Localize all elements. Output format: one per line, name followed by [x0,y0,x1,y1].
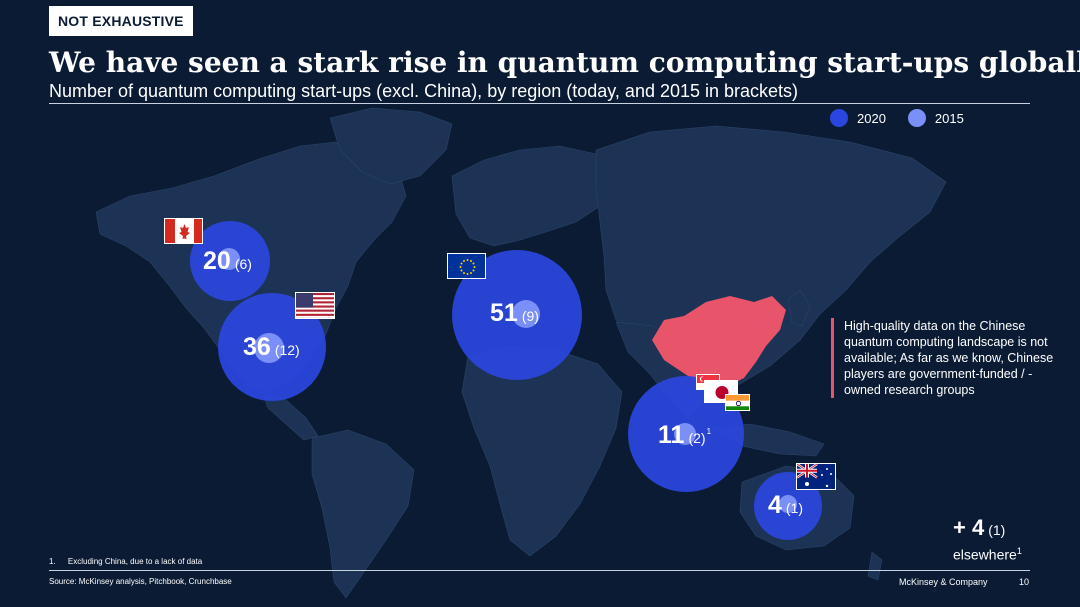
australia-value-2015: (1) [785,500,804,516]
china-highlight [652,296,786,388]
legend-dot-2015 [907,109,926,127]
eu-flag-icon [447,253,486,279]
legend-item-2015: 2015 [907,109,964,127]
legend-label-2015: 2015 [934,110,964,126]
japan-landmass [787,289,811,327]
asia-value-2020: 11 [658,421,685,449]
australia-value-2020: 4 [768,491,782,519]
footnote-text: Excluding China, due to a lack of data [67,557,203,566]
south-america-landmass [311,429,415,599]
not-exhaustive-badge: NOT EXHAUSTIVE [49,6,193,36]
greenland-landmass [329,107,453,185]
elsewhere-value-2015: (1) [988,522,1006,538]
canada-value-2015: (6) [234,256,252,272]
page-title: We have seen a stark rise in quantum com… [49,46,1080,79]
central-america-landmass [261,391,319,441]
page-number: 10 [1019,577,1030,587]
asia-bubble-2015 [674,423,696,445]
india-flag-icon [725,394,750,411]
china-callout-text: High-quality data on the Chinese quantum… [844,319,1054,397]
usa-value-2020: 36 [243,333,271,361]
legend-dot-2020 [830,109,848,127]
legend: 2020 2015 [830,109,986,127]
canada-bubble-2015 [218,248,240,270]
africa-landmass [461,345,623,557]
australia-bubble-2015 [779,495,797,513]
australia-flag-icon [796,463,836,490]
footnote: 1. Excluding China, due to a lack of dat… [49,557,202,566]
title-divider [49,103,1030,104]
china-callout-bar [831,318,834,398]
elsewhere-footnote-mark: 1 [1016,546,1022,556]
canada-value-label: 20 (6) [203,247,252,276]
europe-value-2020: 51 [490,299,518,327]
company-name: McKinsey & Company [899,577,988,587]
asia-footnote-mark: 1 [706,427,712,436]
footnote-number: 1. [49,557,56,566]
elsewhere-value-label: + 4 (1) [953,515,1005,541]
canada-value-2020: 20 [203,247,231,275]
europe-bubble-2015 [512,300,540,328]
europe-value-label: 51 (9) [490,299,539,328]
elsewhere-label-text: elsewhere [953,546,1017,563]
asia-value-label: 11 (2) 1 [658,421,711,450]
footer-divider [49,570,1030,571]
europe-value-2015: (9) [521,308,539,324]
new-zealand-landmass [867,551,883,581]
europe-landmass [451,145,613,247]
usa-value-2015: (12) [274,342,300,358]
asia-value-2015: (2) [688,430,706,446]
source-text: Source: McKinsey analysis, Pitchbook, Cr… [49,577,232,586]
australia-value-label: 4 (1) [768,491,803,520]
legend-label-2020: 2020 [857,110,886,126]
usa-flag-icon [295,292,335,319]
usa-value-label: 36 (12) [243,333,300,362]
elsewhere-value-2020: + 4 [953,515,985,540]
page-subtitle: Number of quantum computing start-ups (e… [49,81,799,101]
elsewhere-label: elsewhere1 [953,546,1022,563]
canada-flag-icon [164,218,203,244]
legend-item-2020: 2020 [830,109,886,127]
usa-bubble-2015 [254,333,284,363]
